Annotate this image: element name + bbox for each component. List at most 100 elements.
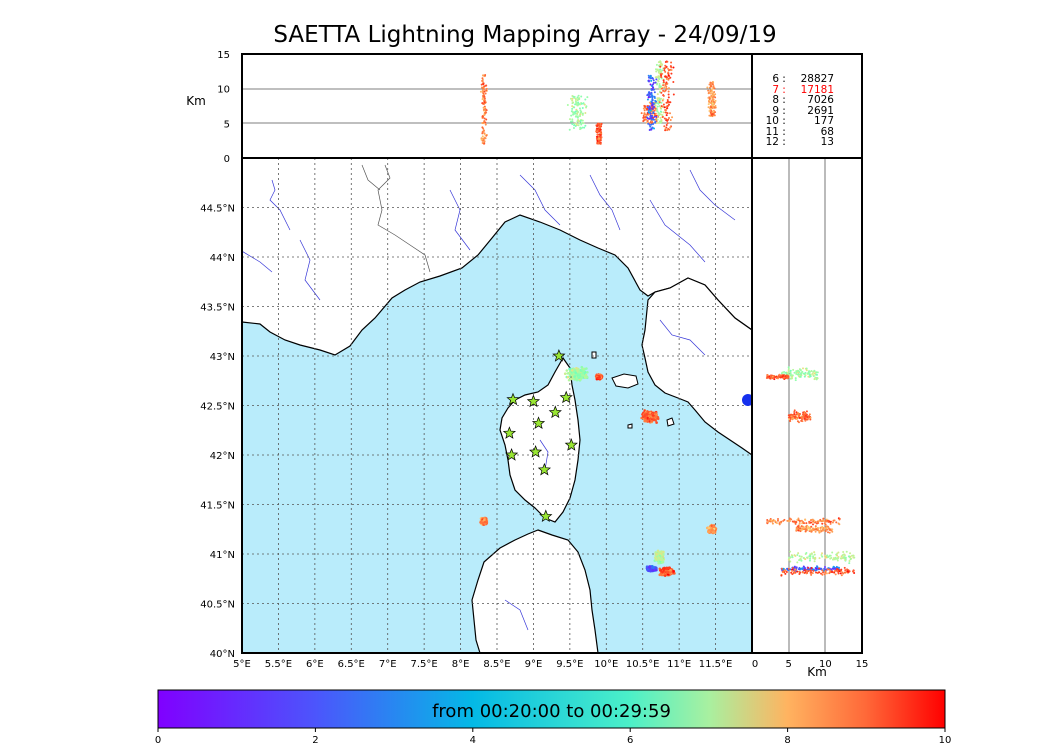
lightning-point-alt: [482, 74, 485, 77]
lightning-point-alt: [666, 122, 669, 125]
lightning-point-alt: [836, 559, 839, 562]
lightning-point: [669, 568, 672, 572]
lightning-point-alt: [825, 527, 828, 530]
lightning-point-alt: [795, 528, 798, 531]
lightning-point-alt: [667, 71, 670, 74]
lightning-point-alt: [833, 558, 836, 561]
lightning-point-alt: [642, 107, 645, 110]
colorbar: [157, 689, 946, 729]
lightning-point-alt: [835, 521, 838, 524]
lightning-point-alt: [666, 112, 669, 115]
lightning-point-alt: [825, 556, 828, 559]
lightning-point-alt: [648, 117, 651, 120]
lightning-point-alt: [483, 88, 486, 91]
lon-tick-label: 7.5°E: [411, 659, 438, 670]
lightning-point-alt: [581, 112, 584, 115]
lightning-point-alt: [666, 107, 669, 110]
lightning-point-alt: [811, 518, 814, 521]
lightning-point-alt: [832, 519, 835, 522]
lightning-point-alt: [576, 109, 579, 112]
lightning-point-alt: [654, 99, 657, 102]
lightning-point-alt: [832, 558, 835, 561]
lightning-point-alt: [831, 551, 834, 554]
lightning-point-alt: [666, 129, 669, 132]
lightning-point-alt: [799, 375, 802, 378]
lightning-point: [707, 530, 711, 534]
lon-tick-label: 6°E: [306, 659, 324, 670]
lightning-point: [584, 374, 587, 378]
lightning-point-alt: [838, 523, 841, 526]
lightning-point-alt: [831, 521, 834, 524]
lightning-point-alt: [835, 557, 838, 560]
lon-tick-label: 9°E: [525, 659, 543, 670]
lightning-point: [598, 376, 601, 379]
lightning-point-alt: [708, 110, 711, 113]
top-alt-tick: 10: [217, 85, 230, 96]
lightning-point-alt: [802, 520, 805, 523]
lightning-point-alt: [672, 93, 675, 96]
lightning-point-alt: [572, 127, 575, 130]
lightning-point-alt: [655, 78, 658, 81]
lightning-point-alt: [714, 111, 717, 114]
lightning-point-alt: [813, 369, 816, 372]
lightning-point-alt: [671, 116, 674, 119]
lightning-point-alt: [849, 558, 852, 561]
lightning-point-alt: [571, 105, 574, 108]
lightning-point-alt: [837, 572, 840, 575]
legend-key: 7: [772, 83, 779, 96]
lightning-point-alt: [647, 117, 650, 120]
lightning-point-alt: [653, 127, 656, 130]
lightning-point-alt: [644, 105, 647, 108]
lightning-point-alt: [582, 122, 585, 125]
lightning-point-alt: [838, 569, 841, 572]
lon-tick-label: 11°E: [667, 659, 691, 670]
lightning-point-alt: [661, 99, 664, 102]
lightning-point-alt: [798, 522, 801, 525]
lightning-point-alt: [568, 128, 571, 131]
lightning-point-alt: [658, 99, 661, 102]
lightning-point-alt: [483, 133, 486, 136]
lightning-point-alt: [660, 87, 663, 90]
lightning-point: [661, 567, 665, 570]
lightning-point-alt: [841, 554, 844, 557]
lightning-point-alt: [708, 98, 711, 101]
lightning-point-alt: [808, 520, 811, 523]
lightning-point-alt: [829, 522, 832, 525]
lightning-point-alt: [650, 93, 653, 96]
lightning-point-alt: [653, 118, 656, 121]
lightning-point-alt: [832, 557, 835, 560]
lightning-point-alt: [790, 374, 793, 377]
lightning-point-alt: [785, 571, 788, 574]
lightning-point-alt: [665, 81, 668, 84]
lightning-point-alt: [596, 142, 599, 145]
lightning-point-alt: [659, 88, 662, 91]
lightning-point-alt: [809, 553, 812, 556]
lightning-point-alt: [803, 571, 806, 574]
lightning-point-alt: [707, 96, 710, 99]
lightning-point-alt: [711, 107, 714, 110]
lightning-point-alt: [832, 565, 835, 568]
lightning-point-alt: [852, 554, 855, 557]
lightning-point-alt: [846, 570, 849, 573]
lightning-point: [483, 518, 486, 522]
lightning-point-alt: [840, 574, 843, 577]
lightning-point-alt: [799, 571, 802, 574]
lightning-point-alt: [784, 371, 787, 374]
lightning-point-alt: [779, 521, 782, 524]
lightning-point-alt: [596, 133, 599, 136]
lightning-point-alt: [578, 122, 581, 125]
lightning-point-alt: [796, 570, 799, 573]
lightning-point-alt: [596, 124, 599, 127]
lightning-point-alt: [647, 74, 650, 77]
lightning-point-alt: [649, 112, 652, 115]
lightning-point-alt: [658, 104, 661, 107]
lightning-point-alt: [839, 557, 842, 560]
lightning-point-alt: [811, 372, 814, 375]
lightning-point-alt: [793, 566, 796, 569]
legend-row: 6: 28827: [757, 74, 847, 85]
colorbar-tick-label: 0: [155, 735, 161, 746]
lightning-point: [652, 418, 655, 422]
lightning-point-alt: [834, 573, 837, 576]
lightning-point-alt: [789, 377, 792, 380]
lightning-point-alt: [666, 104, 669, 107]
